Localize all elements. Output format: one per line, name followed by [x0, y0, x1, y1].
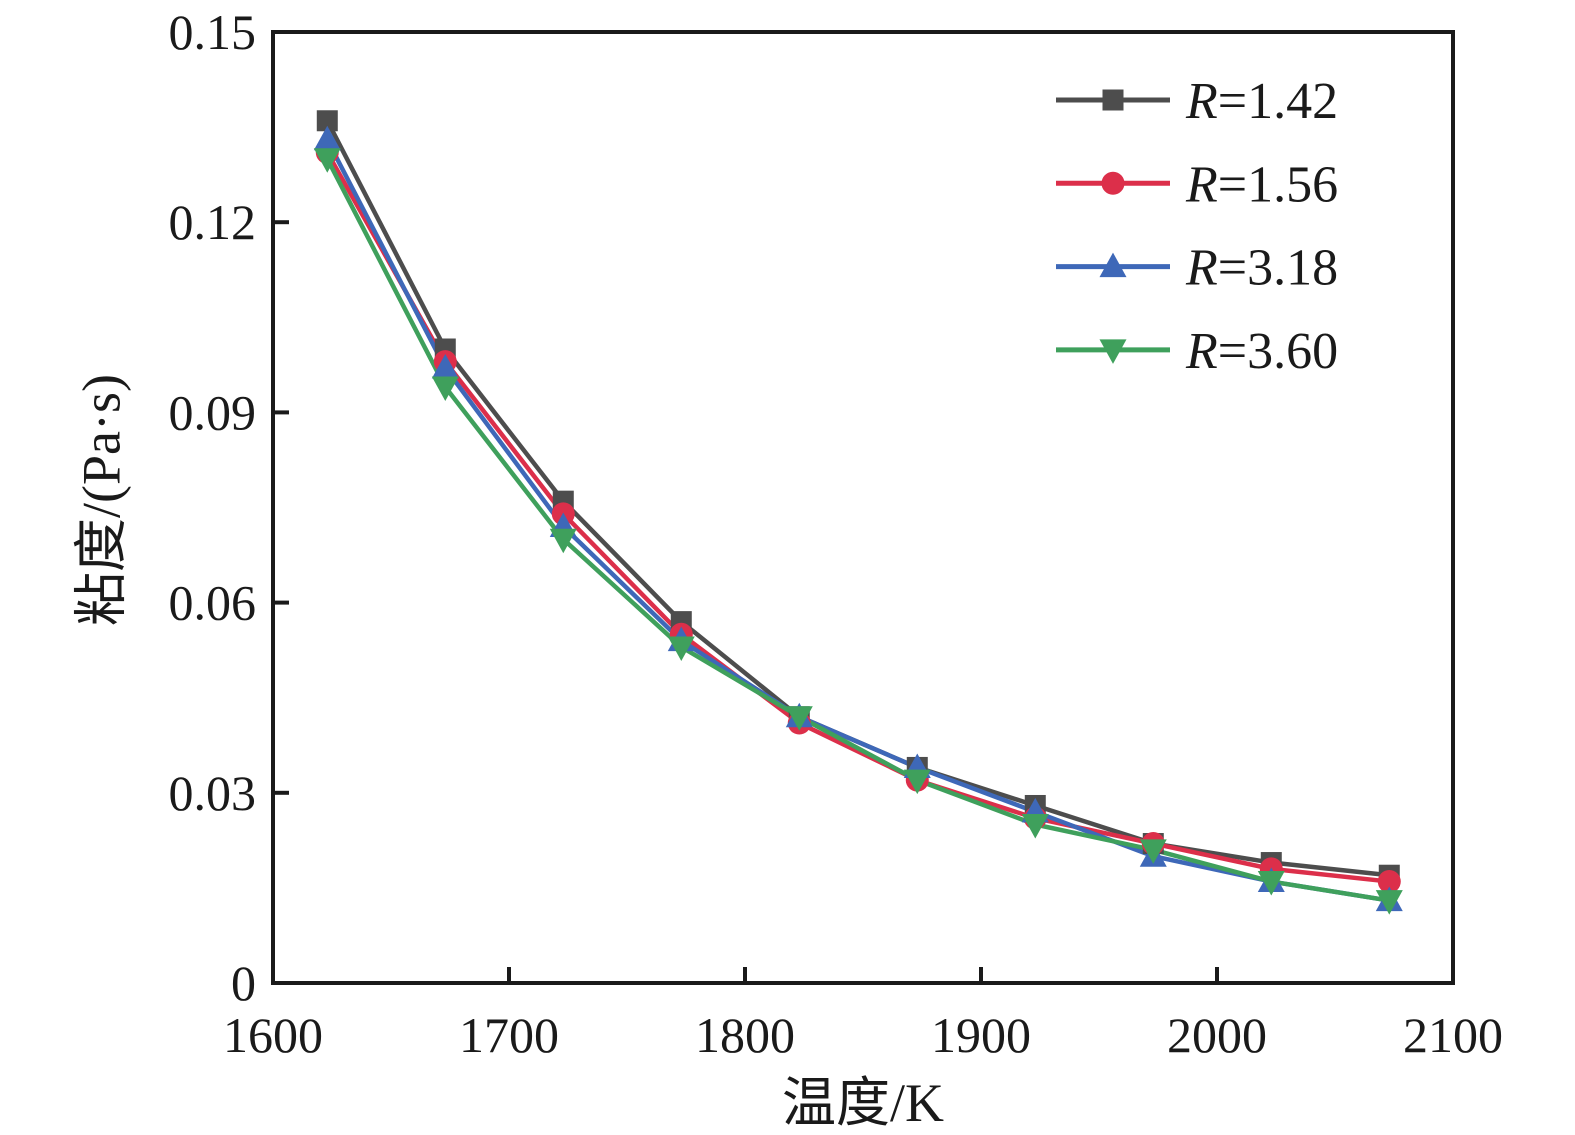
y-tick-label: 0.06 — [169, 575, 257, 631]
plot-frame — [271, 30, 1455, 985]
y-tick-label: 0.09 — [169, 384, 257, 440]
marker-r-3-60-triangle-down — [667, 636, 695, 661]
marker-r-3-60-triangle-down — [1139, 839, 1167, 864]
marker-r-1-42-square — [316, 110, 338, 132]
marker-r-3-60-triangle-down — [313, 148, 341, 173]
x-tick-label: 2000 — [1167, 1007, 1267, 1063]
y-tick-label: 0.12 — [169, 194, 257, 250]
series-line-r-3-60 — [325, 156, 1392, 903]
legend-label-r-1-56: R=1.56 — [1185, 156, 1338, 213]
legend-marker-r-3-60-triangle-down — [1099, 339, 1127, 364]
marker-r-3-18-triangle-up — [313, 125, 341, 151]
legend-label-r-1-42: R=1.42 — [1185, 73, 1338, 130]
y-tick-label: 0 — [231, 955, 256, 1011]
marker-r-3-60-triangle-down — [785, 706, 813, 731]
y-axis-title: 粘度/(Pa·s) — [71, 374, 132, 626]
marker-r-3-60-triangle-down — [1375, 890, 1403, 915]
x-tick-label: 1600 — [223, 1007, 323, 1063]
x-tick-label: 1700 — [459, 1007, 559, 1063]
x-tick-label: 1800 — [695, 1007, 795, 1063]
marker-r-3-60-triangle-down — [431, 376, 459, 402]
marker-r-3-60-triangle-down — [549, 528, 577, 554]
legend-marker-r-1-42-square — [1102, 89, 1124, 111]
legend-label-r-3-60: R=3.60 — [1185, 323, 1338, 380]
legend-label-r-3-18: R=3.18 — [1185, 240, 1338, 297]
x-axis-title: 温度/K — [782, 1073, 944, 1133]
x-tick-label: 1900 — [931, 1007, 1031, 1063]
legend-marker-r-3-18-triangle-up — [1099, 252, 1127, 278]
x-tick-label: 2100 — [1403, 1007, 1503, 1063]
series-line-r-1-56 — [325, 150, 1392, 884]
legend-marker-r-1-56-circle — [1101, 171, 1125, 195]
y-tick-label: 0.15 — [169, 4, 257, 60]
marker-r-3-60-triangle-down — [1257, 871, 1285, 896]
marker-r-3-60-triangle-down — [1021, 814, 1049, 839]
series-line-r-1-42 — [325, 118, 1392, 878]
marker-r-3-18-triangle-up — [431, 354, 459, 379]
y-tick-label: 0.03 — [169, 765, 257, 821]
series-line-r-3-18 — [325, 137, 1392, 903]
marker-r-1-56-circle — [1377, 870, 1401, 894]
marker-r-3-60-triangle-down — [903, 769, 931, 795]
